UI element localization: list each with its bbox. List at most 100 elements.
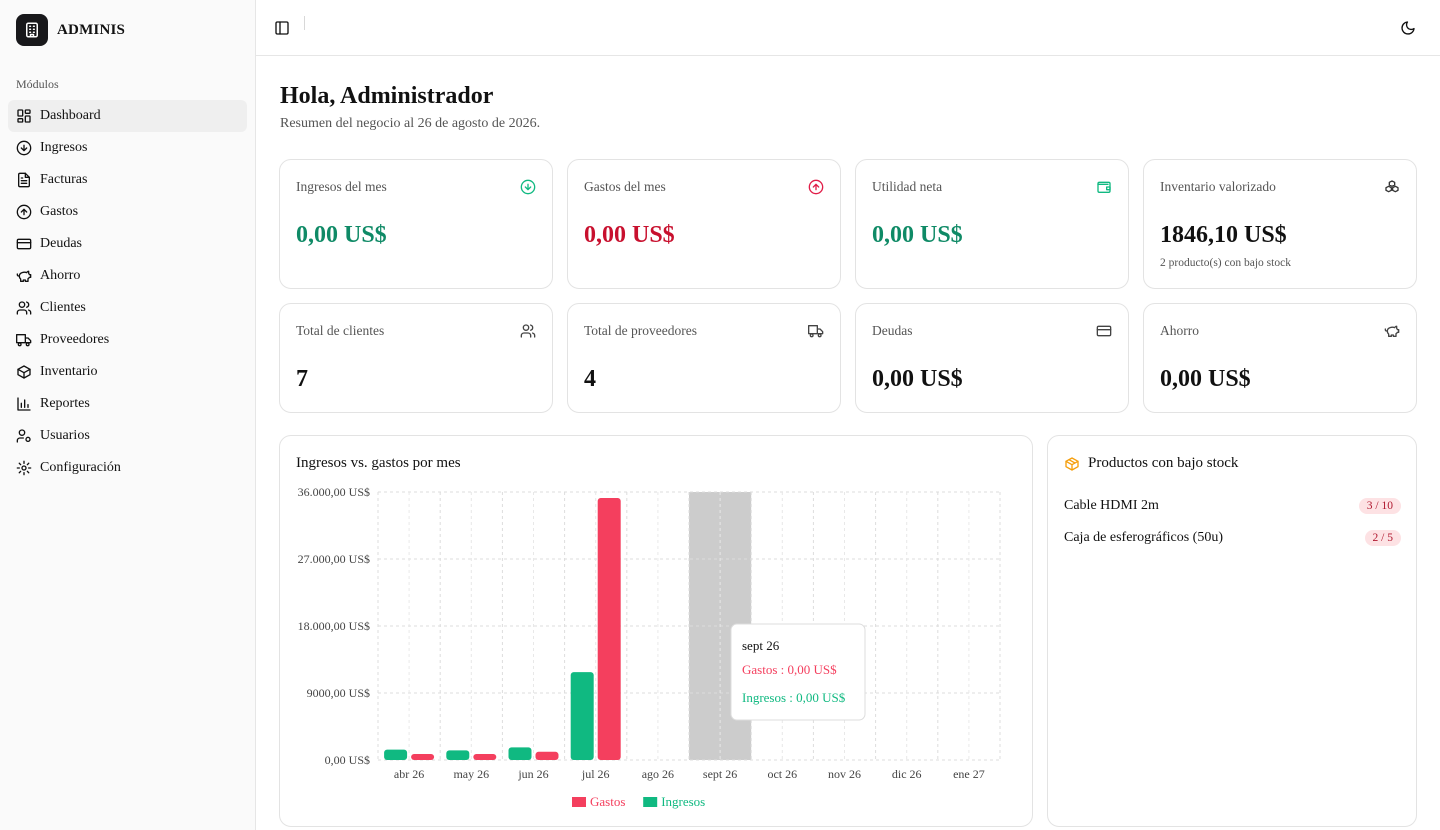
sidebar-item-gastos[interactable]: Gastos xyxy=(8,196,247,228)
sidebar-item-label: Ingresos xyxy=(40,140,88,155)
y-tick-label: 0,00 US$ xyxy=(325,753,370,767)
x-tick-label: dic 26 xyxy=(892,767,922,781)
tooltip-title: sept 26 xyxy=(742,638,780,653)
sidebar-item-ahorro[interactable]: Ahorro xyxy=(8,260,247,292)
sidebar-item-configuracion[interactable]: Configuración xyxy=(8,452,247,484)
bar-ingresos xyxy=(446,750,470,760)
sidebar-item-label: Configuración xyxy=(40,460,121,475)
user-cog-icon xyxy=(16,429,31,443)
product-name: Cable HDMI 2m xyxy=(1064,498,1159,513)
sidebar-item-facturas[interactable]: Facturas xyxy=(8,164,247,196)
stat-value: 4 xyxy=(584,366,596,392)
sidebar-item-label: Usuarios xyxy=(40,428,90,443)
sidebar-item-label: Inventario xyxy=(40,364,98,379)
stat-value: 7 xyxy=(296,366,308,392)
stat-card-clientes: Total de clientes 7 xyxy=(279,303,553,413)
truck-icon xyxy=(16,334,32,347)
stat-value: 0,00 US$ xyxy=(296,222,387,248)
package-icon xyxy=(17,365,31,379)
stat-label: Inventario valorizado xyxy=(1160,179,1276,194)
chart-panel: Ingresos vs. gastos por mes 0,00 US$ 9000… xyxy=(279,435,1033,827)
bar-gastos xyxy=(473,754,497,760)
tooltip-line-ingresos: Ingresos : 0,00 US$ xyxy=(742,690,846,705)
list-item[interactable]: Caja de esferográficos (50u) 2 / 5 xyxy=(1064,522,1401,554)
bar-chart-icon xyxy=(17,397,31,411)
page-title: Hola, Administrador xyxy=(280,83,494,109)
low-stock-list: Cable HDMI 2m 3 / 10 Caja de esferográfi… xyxy=(1064,490,1401,554)
stat-label: Total de proveedores xyxy=(584,323,698,338)
bar-gastos xyxy=(597,497,621,760)
sidebar-item-label: Reportes xyxy=(40,396,90,411)
stat-label: Deudas xyxy=(872,323,913,338)
arrow-up-circle-icon xyxy=(16,204,32,220)
moon-icon[interactable] xyxy=(1400,20,1416,36)
x-tick-label: jun 26 xyxy=(517,767,548,781)
sidebar-item-dashboard[interactable]: Dashboard xyxy=(8,100,247,132)
bar-ingresos xyxy=(384,749,408,760)
topbar xyxy=(256,0,1440,56)
x-tick-label: ene 27 xyxy=(953,767,985,781)
low-stock-panel: Productos con bajo stock Cable HDMI 2m 3… xyxy=(1047,435,1417,827)
stock-badge: 2 / 5 xyxy=(1364,530,1401,546)
x-tick-label: sept 26 xyxy=(703,767,737,781)
bar-ingresos xyxy=(570,672,594,760)
boxes-icon xyxy=(1385,180,1399,193)
y-tick-label: 9000,00 US$ xyxy=(307,686,370,700)
sidebar-item-ingresos[interactable]: Ingresos xyxy=(8,132,247,164)
y-tick-label: 27.000,00 US$ xyxy=(298,552,370,566)
file-text-icon xyxy=(18,172,30,188)
bar-gastos xyxy=(535,751,559,760)
stat-label: Ingresos del mes xyxy=(296,179,387,194)
stat-value: 0,00 US$ xyxy=(872,366,963,392)
stat-card-gastos: Gastos del mes 0,00 US$ xyxy=(567,159,841,289)
building-logo-icon xyxy=(16,14,48,46)
product-name: Caja de esferográficos (50u) xyxy=(1064,530,1223,545)
x-tick-label: nov 26 xyxy=(828,767,861,781)
stat-card-utilidad: Utilidad neta 0,00 US$ xyxy=(855,159,1129,289)
bar-ingresos xyxy=(508,747,532,760)
sidebar-toggle-icon[interactable] xyxy=(274,20,290,36)
sidebar-item-label: Clientes xyxy=(40,300,86,315)
sidebar-item-reportes[interactable]: Reportes xyxy=(8,388,247,420)
stat-label: Gastos del mes xyxy=(584,179,666,194)
sidebar-item-deudas[interactable]: Deudas xyxy=(8,228,247,260)
stat-value: 0,00 US$ xyxy=(584,222,675,248)
sidebar-item-label: Gastos xyxy=(40,204,79,219)
page-subtitle: Resumen del negocio al 26 de agosto de 2… xyxy=(280,116,541,131)
stat-note: 2 producto(s) con bajo stock xyxy=(1160,257,1291,269)
stat-card-proveedores: Total de proveedores 4 xyxy=(567,303,841,413)
stat-label: Utilidad neta xyxy=(872,179,943,194)
users-icon xyxy=(16,301,32,315)
credit-card-icon xyxy=(1096,325,1112,337)
x-tick-label: may 26 xyxy=(453,767,489,781)
legend-label-ingresos: Ingresos xyxy=(661,794,705,809)
sidebar-item-label: Facturas xyxy=(40,172,88,187)
sidebar-item-clientes[interactable]: Clientes xyxy=(8,292,247,324)
sidebar-item-proveedores[interactable]: Proveedores xyxy=(8,324,247,356)
stat-value: 0,00 US$ xyxy=(872,222,963,248)
sidebar-item-label: Deudas xyxy=(40,236,82,251)
stock-badge: 3 / 10 xyxy=(1358,498,1401,514)
legend-swatch-ingresos xyxy=(643,797,658,807)
settings-icon xyxy=(16,460,32,476)
piggy-bank-icon xyxy=(1384,325,1400,337)
layout-grid-icon xyxy=(17,109,31,123)
brand[interactable]: ADMINIS xyxy=(16,14,125,46)
topbar-separator xyxy=(304,16,305,30)
sidebar-nav: Dashboard Ingresos Facturas Gastos Deuda… xyxy=(8,100,247,484)
sidebar-item-inventario[interactable]: Inventario xyxy=(8,356,247,388)
income-expense-chart[interactable]: 0,00 US$ 9000,00 US$ 18.000,00 US$ 27.000,0… xyxy=(280,436,1032,826)
sidebar-group-label: Módulos xyxy=(16,77,59,91)
arrow-down-circle-icon xyxy=(520,179,536,195)
sidebar-item-label: Ahorro xyxy=(40,268,81,283)
truck-icon xyxy=(808,325,824,338)
low-stock-header: Productos con bajo stock xyxy=(1064,455,1238,472)
sidebar-item-label: Dashboard xyxy=(40,108,101,123)
stat-card-ahorro: Ahorro 0,00 US$ xyxy=(1143,303,1417,413)
sidebar-item-usuarios[interactable]: Usuarios xyxy=(8,420,247,452)
legend-swatch-gastos xyxy=(572,797,586,807)
chart-title: Ingresos vs. gastos por mes xyxy=(296,455,461,471)
list-item[interactable]: Cable HDMI 2m 3 / 10 xyxy=(1064,490,1401,522)
stat-value: 0,00 US$ xyxy=(1160,366,1251,392)
stat-value: 1846,10 US$ xyxy=(1160,222,1287,248)
